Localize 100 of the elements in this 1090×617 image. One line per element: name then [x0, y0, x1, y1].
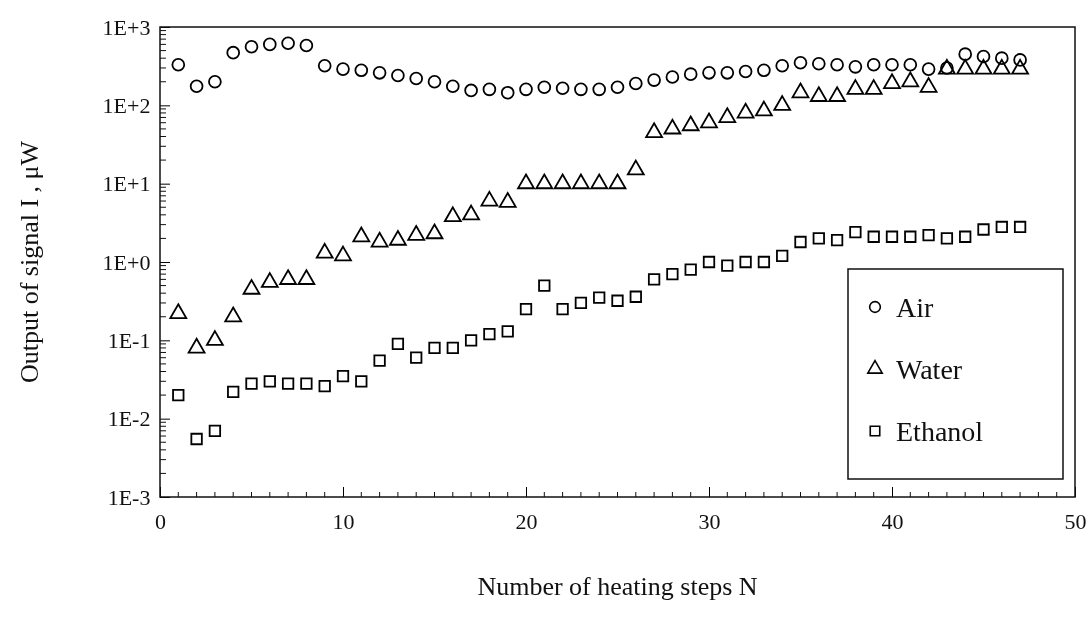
point [498, 192, 517, 208]
point [940, 232, 954, 245]
point [776, 249, 789, 262]
point [336, 369, 350, 383]
point [553, 173, 572, 190]
point [370, 231, 389, 248]
point [812, 232, 825, 245]
point [445, 79, 460, 94]
y-tick-label: 1E-2 [107, 406, 151, 432]
point [977, 223, 990, 236]
x-axis-title: Number of heating steps N [477, 572, 758, 601]
point [480, 190, 499, 207]
point [517, 173, 535, 190]
point [1011, 59, 1029, 75]
point [702, 255, 716, 269]
point [355, 375, 368, 388]
point [645, 122, 663, 138]
point [901, 71, 920, 88]
point [866, 57, 881, 72]
point [535, 173, 554, 190]
point [410, 351, 423, 364]
point [372, 66, 387, 80]
y-tick-label: 1E+3 [102, 14, 151, 40]
point [904, 230, 917, 243]
point [187, 337, 206, 354]
point [739, 255, 752, 269]
point [482, 82, 497, 97]
point [556, 303, 569, 316]
point [809, 86, 828, 102]
x-tick-label: 20 [515, 508, 538, 534]
y-axis-title: Output of signal I , μW [15, 140, 44, 384]
point [537, 80, 552, 95]
point [336, 62, 350, 76]
point [683, 67, 698, 81]
point [864, 79, 883, 95]
x-tick-label: 30 [698, 508, 721, 534]
point [297, 269, 316, 285]
point [828, 86, 846, 102]
y-tick-label: 1E-1 [107, 327, 151, 353]
point [189, 79, 204, 94]
point [883, 73, 901, 89]
point [172, 388, 185, 402]
point [409, 71, 424, 86]
point [718, 107, 737, 123]
point [702, 66, 716, 80]
point [849, 226, 862, 239]
point [373, 354, 386, 367]
point [574, 296, 588, 310]
point [757, 255, 771, 269]
point [628, 76, 643, 91]
point [519, 82, 533, 97]
point [318, 380, 331, 393]
y-tick-label: 1E+2 [102, 92, 151, 118]
point [608, 173, 627, 190]
point [572, 173, 590, 190]
point [919, 77, 938, 93]
point [592, 82, 607, 97]
point [885, 57, 899, 72]
point [647, 273, 661, 286]
point [281, 377, 295, 390]
point [299, 38, 314, 53]
point [317, 58, 332, 73]
point [352, 226, 371, 243]
point [242, 279, 261, 295]
point [793, 55, 808, 70]
point [501, 325, 514, 338]
point [811, 56, 826, 71]
point [736, 102, 755, 119]
legend-label: Ethanol [896, 415, 984, 447]
point [279, 269, 297, 285]
point [538, 279, 551, 292]
point [244, 39, 259, 54]
point [830, 57, 844, 72]
point [885, 230, 899, 243]
legend-label: Water [896, 353, 963, 385]
point [389, 230, 407, 246]
point [245, 377, 258, 390]
point [226, 45, 241, 60]
point [519, 303, 533, 316]
point [995, 220, 1008, 234]
point [206, 330, 224, 346]
point [391, 68, 405, 83]
point [755, 100, 773, 117]
point [921, 62, 936, 76]
point [208, 424, 222, 437]
point [262, 37, 277, 52]
point [666, 267, 679, 281]
point [590, 173, 609, 190]
point [391, 337, 405, 351]
point [227, 385, 240, 398]
point [1013, 220, 1027, 234]
x-tick-label: 40 [881, 508, 904, 534]
point [976, 49, 991, 64]
point [867, 230, 880, 243]
point [848, 60, 863, 74]
point [626, 159, 645, 176]
point [263, 375, 276, 388]
point [443, 206, 462, 223]
point [593, 291, 606, 304]
point [738, 64, 753, 79]
